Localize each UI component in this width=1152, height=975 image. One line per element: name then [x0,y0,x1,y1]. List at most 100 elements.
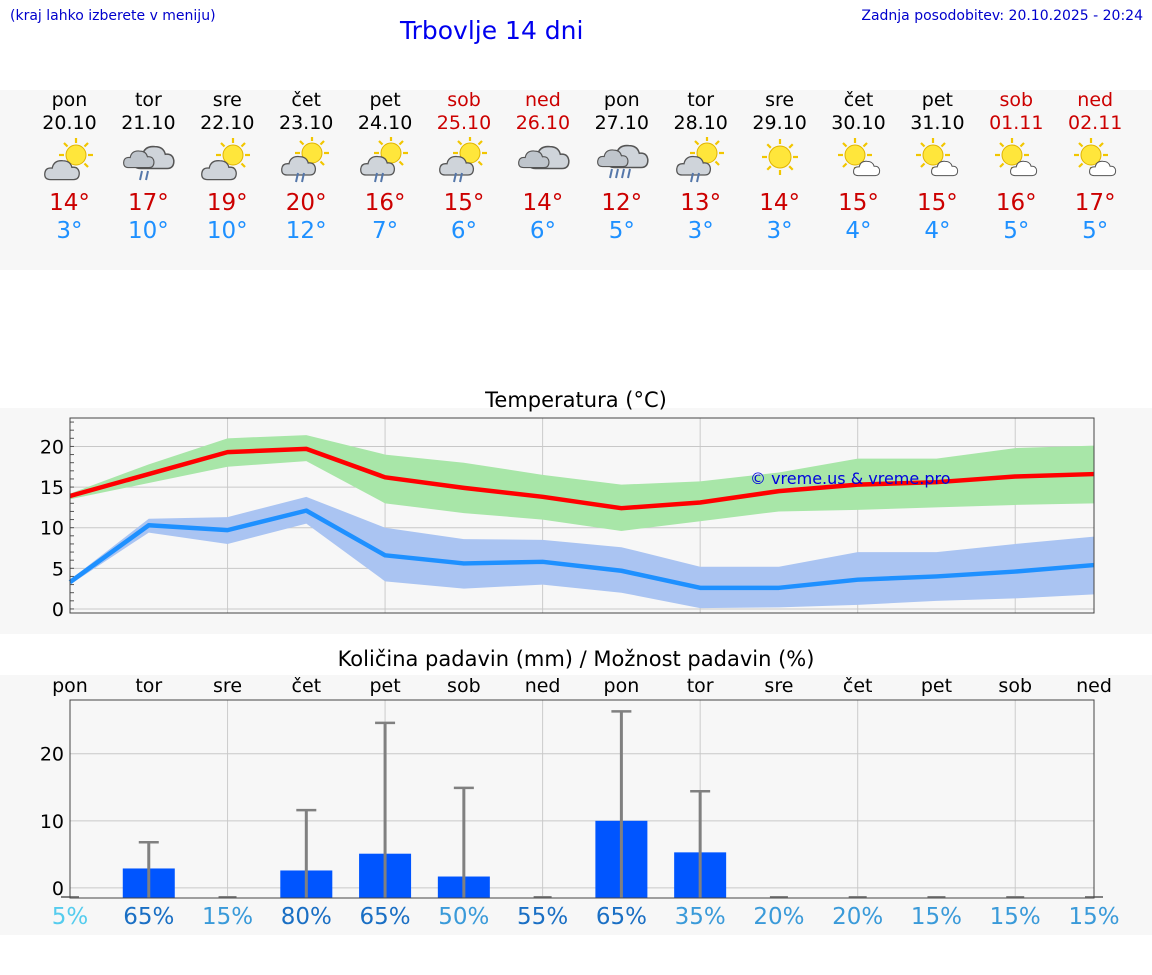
precipitation-probability: 55% [517,904,569,930]
min-temperature: 5° [608,218,635,244]
day-card: čet 30.10 15° 4° [819,88,898,245]
day-date: 21.10 [121,112,176,134]
day-date: 24.10 [357,112,413,134]
day-label: ned [525,675,561,697]
sun-rain-icon [360,137,409,183]
precipitation-probability: 15% [1068,904,1120,930]
max-temperature-line [69,446,1095,511]
sun-small-cloud-icon [916,138,959,177]
precipitation-probability: 15% [201,904,254,930]
day-date: 30.10 [831,112,886,134]
sun-icon [761,139,798,175]
y-tick-label: 20 [40,744,64,766]
day-card: sob 25.10 15° 6° [425,88,504,245]
day-card: tor 21.10 17° 10° [109,88,188,245]
day-name: pon [603,89,640,111]
day-card: sre 29.10 14° 3° [740,88,819,245]
sun-rain-icon [439,137,487,183]
precipitation-probability: 5% [51,904,89,930]
min-temperature: 3° [687,218,714,244]
min-temperature: 3° [56,218,83,244]
max-temperature-band [70,435,1094,531]
day-label: tor [135,675,162,697]
day-label: pon [52,675,88,697]
day-name: ned [1077,89,1114,111]
sun-small-cloud-icon [1074,138,1117,177]
day-name: čet [843,89,874,111]
max-temperature: 15° [443,190,485,216]
day-card: pet 24.10 16° 7° [346,88,425,245]
max-temperature: 14° [522,190,564,216]
y-tick-label: 15 [40,477,64,499]
day-name: sre [212,89,242,111]
min-temperature: 4° [924,218,951,244]
location-hint: (kraj lahko izberete v meniju) [10,8,216,24]
day-name: čet [291,89,321,111]
plot-frame [69,699,1095,899]
max-temperature: 12° [601,190,643,216]
min-temperature: 4° [845,218,872,244]
page-title: Trbovlje 14 dni [400,16,584,45]
precipitation-probability: 65% [123,904,175,930]
temperature-chart: 0 5 10 15 20 © vreme.us & vreme.pro [40,417,1095,621]
day-label: čet [843,675,873,697]
heavy-rain-icon [596,144,649,179]
min-temperature: 10° [206,218,248,244]
precipitation-probability: 35% [674,904,726,930]
day-date: 25.10 [436,112,492,134]
day-label: pon [604,675,640,697]
day-date: 27.10 [594,112,649,134]
day-label: sre [764,675,793,697]
max-temperature: 16° [995,190,1037,216]
min-temperature: 6° [450,218,478,244]
max-temperature: 14° [49,190,90,216]
y-tick-label: 20 [40,436,64,458]
max-temperature: 19° [206,190,248,216]
day-name: pon [51,89,88,111]
day-name: pet [921,89,953,111]
day-card: čet 23.10 20° 12° [267,88,346,245]
min-temperature: 5° [1082,218,1109,244]
day-date: 29.10 [752,112,807,134]
day-name: sob [999,89,1034,111]
day-name: sre [765,89,795,111]
last-update: Zadnja posodobitev: 20.10.2025 - 20:24 [861,8,1143,24]
min-temperature: 10° [128,218,169,244]
day-card: sob 01.11 16° 5° [977,88,1056,245]
day-forecast-list: pon 20.10 14° 3° tor 21.10 17° 10° sre 22.10 19° 10… [30,88,1140,258]
max-temperature: 16° [364,190,406,216]
day-card: ned 02.11 17° 5° [1056,88,1135,245]
y-tick-label: 10 [40,518,64,540]
day-name: sob [447,89,481,111]
day-date: 23.10 [278,112,334,134]
min-temperature: 3° [766,218,793,244]
precipitation-probability: 15% [910,904,963,930]
day-card: sre 22.10 19° 10° [188,88,267,245]
day-label: sob [447,675,481,697]
day-label: tor [687,675,714,697]
day-label: sre [213,675,242,697]
day-date: 02.11 [1067,112,1123,134]
day-name: pet [369,89,401,111]
max-temperature: 15° [838,190,879,216]
y-tick-label: 10 [40,811,64,833]
y-tick-label: 5 [52,558,64,580]
day-name: tor [134,89,162,111]
day-card: pet 31.10 15° 4° [898,88,977,245]
max-temperature: 17° [1074,190,1116,216]
precipitation-probability: 65% [595,904,647,930]
rain-cloud-icon [123,145,176,181]
precipitation-probability: 15% [989,904,1041,930]
precipitation-chart: 0 10 20 pon tor sre čet pet sob ned pon tor sre čet pe… [40,675,1112,900]
watermark: © vreme.us & vreme.pro [750,469,951,488]
max-temperature: 20° [285,190,327,216]
day-label: pet [369,675,400,697]
precipitation-probability: 20% [832,904,884,930]
day-label: pet [921,675,952,697]
max-temperature: 13° [680,190,722,216]
day-date: 28.10 [673,112,728,134]
sun-rain-icon [281,137,330,183]
plot-frame [69,417,1095,614]
temperature-chart-title: Temperatura (°C) [485,388,667,412]
day-date: 20.10 [42,112,97,134]
